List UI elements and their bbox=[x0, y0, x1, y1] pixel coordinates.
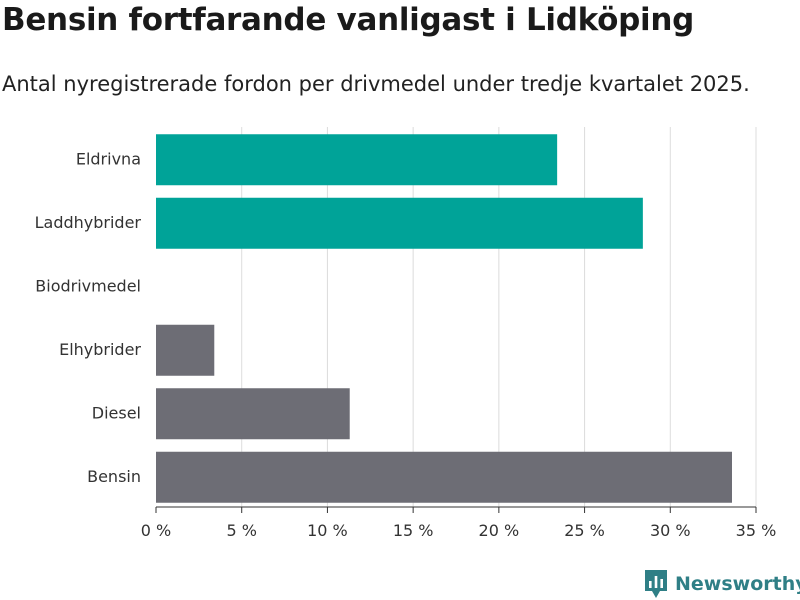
newsworthy-logo-icon bbox=[645, 570, 667, 598]
bar-diesel bbox=[156, 388, 350, 440]
category-label: Biodrivmedel bbox=[35, 276, 141, 295]
bar-bensin bbox=[156, 451, 732, 503]
x-tick-label: 10 % bbox=[307, 521, 348, 540]
x-tick-label: 0 % bbox=[141, 521, 171, 540]
category-label: Bensin bbox=[87, 467, 141, 486]
category-label: Elhybrider bbox=[59, 340, 141, 359]
x-axis: 0 % 5 % 10 % 15 % 20 % 25 % 30 % 35 % bbox=[141, 506, 777, 540]
chart-title: Bensin fortfarande vanligast i Lidköping bbox=[2, 2, 695, 38]
y-axis-labels: Eldrivna Laddhybrider Biodrivmedel Elhybrid… bbox=[35, 149, 142, 486]
category-label: Eldrivna bbox=[76, 149, 141, 168]
chart-subtitle: Antal nyregistrerade fordon per drivmede… bbox=[2, 72, 750, 96]
brand-logo: Newsworthy bbox=[643, 569, 800, 599]
x-tick-label: 5 % bbox=[226, 521, 256, 540]
x-tick-label: 30 % bbox=[650, 521, 691, 540]
bar-eldrivna bbox=[156, 134, 558, 186]
bar-elhybrider bbox=[156, 324, 215, 376]
x-tick-label: 25 % bbox=[564, 521, 605, 540]
bars bbox=[156, 134, 732, 503]
grid-lines bbox=[241, 127, 757, 507]
category-label: Laddhybrider bbox=[35, 213, 142, 232]
x-tick-label: 20 % bbox=[479, 521, 520, 540]
x-tick-label: 15 % bbox=[393, 521, 434, 540]
bar-laddhybrider bbox=[156, 197, 643, 249]
x-tick-label: 35 % bbox=[736, 521, 777, 540]
category-label: Diesel bbox=[92, 403, 141, 422]
brand-name: Newsworthy bbox=[675, 573, 800, 595]
